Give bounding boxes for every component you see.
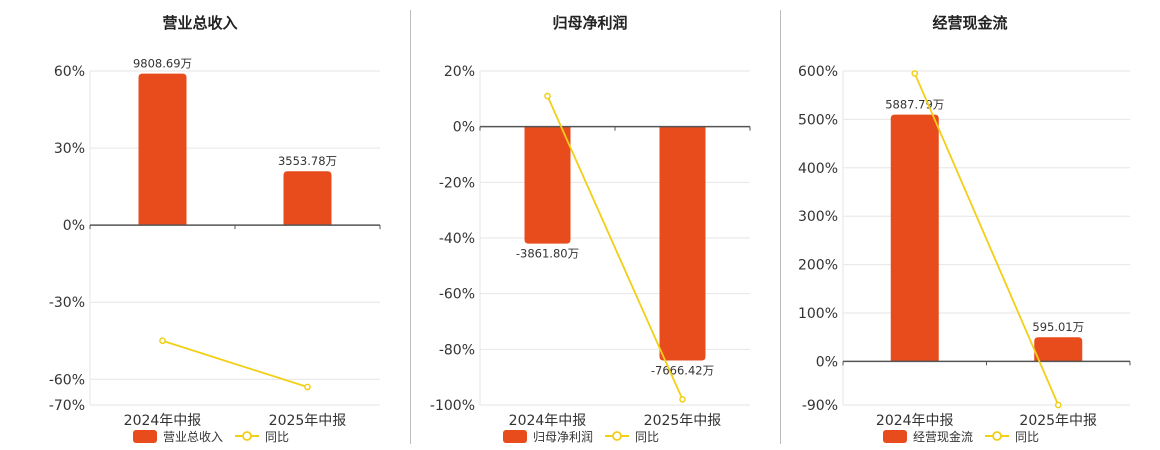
y-tick-label: 600%: [798, 64, 838, 80]
bar: [283, 171, 332, 226]
net-profit-chart-title: 归母净利润: [552, 14, 628, 32]
legend-bar-label: 营业总收入: [163, 430, 223, 444]
revenue-chart-panel: 营业总收入 60% 30% 0% -30% -60% -70% 9808.69万 3553.7…: [0, 0, 400, 450]
panel-divider: [780, 10, 781, 444]
y-tick-label: -60%: [49, 372, 85, 388]
legend-line-label: 同比: [265, 430, 289, 444]
bar: [890, 114, 939, 362]
y-tick-label: 0%: [63, 218, 85, 234]
bar-value-label: 5887.79万: [885, 98, 944, 112]
legend-line-label: 同比: [635, 430, 659, 444]
bar: [1034, 337, 1083, 362]
yoy-point: [544, 92, 551, 100]
x-category-label: 2025年中报: [644, 413, 722, 429]
y-tick-label: -90%: [802, 398, 838, 414]
revenue-chart: 60% 30% 0% -30% -60% -70% 9808.69万 3553.78万 2024…: [49, 57, 381, 444]
yoy-point: [679, 396, 686, 403]
y-tick-label: 500%: [798, 112, 838, 128]
y-tick-label: 60%: [54, 64, 85, 80]
yoy-point: [304, 383, 311, 391]
x-category-label: 2024年中报: [509, 413, 587, 429]
y-tick-label: 30%: [54, 141, 85, 157]
yoy-line: [546, 95, 684, 400]
legend-line-label: 同比: [1015, 430, 1039, 444]
bar-value-label: 3553.78万: [278, 154, 337, 168]
y-tick-label: -30%: [49, 295, 85, 311]
panel-divider: [410, 10, 411, 444]
legend-line-marker: [612, 431, 622, 441]
legend-bar-swatch: [883, 430, 907, 443]
bar: [659, 126, 706, 361]
legend-bar-swatch: [503, 430, 527, 443]
net-profit-chart-panel: 归母净利润 20% 0% -20% -40% -60% -80% -100% -3861.80…: [400, 0, 780, 450]
bar-value-label: 9808.69万: [133, 57, 192, 71]
x-category-label: 2024年中报: [876, 413, 954, 429]
legend-line-marker: [992, 431, 1002, 441]
y-tick-label: 300%: [798, 209, 838, 225]
legend-line-marker: [242, 431, 252, 441]
yoy-point: [911, 70, 919, 77]
legend-bar-label: 经营现金流: [913, 429, 973, 444]
y-tick-label: 200%: [798, 258, 838, 274]
operating-cashflow-chart-panel: 经营现金流 600% 500% 400% 300% 200% 100% 0% -90% 5887…: [780, 0, 1160, 450]
y-tick-label: 20%: [444, 64, 475, 80]
y-tick-label: -80%: [439, 342, 475, 358]
x-category-label: 2025年中报: [269, 413, 347, 429]
yoy-point: [159, 337, 166, 345]
y-tick-label: 0%: [816, 354, 838, 370]
y-tick-label: 400%: [798, 161, 838, 177]
legend-bar-swatch: [133, 430, 157, 443]
bar: [138, 73, 187, 226]
y-tick-label: -20%: [439, 175, 475, 191]
yoy-point: [1054, 401, 1062, 409]
bar: [524, 126, 571, 244]
bar-value-label: -3861.80万: [516, 247, 579, 261]
legend-bar-label: 归母净利润: [533, 430, 593, 444]
y-tick-label: -60%: [439, 287, 475, 303]
revenue-chart-title: 营业总收入: [162, 14, 238, 32]
yoy-line: [162, 339, 308, 388]
x-category-label: 2025年中报: [1019, 413, 1097, 429]
net-profit-chart: 20% 0% -20% -40% -60% -80% -100% -3861.80万 -7666…: [430, 64, 751, 444]
y-tick-label: 0%: [453, 120, 475, 136]
x-category-label: 2024年中报: [124, 413, 202, 429]
cashflow-chart-title: 经营现金流: [932, 14, 1008, 32]
operating-cashflow-chart: 600% 500% 400% 300% 200% 100% 0% -90% 5887.79万 59…: [798, 64, 1131, 444]
bar-value-label: -7666.42万: [651, 363, 714, 377]
bar-value-label: 595.01万: [1032, 320, 1084, 334]
y-tick-label: 100%: [798, 306, 838, 322]
yoy-line: [913, 73, 1060, 406]
y-tick-label: -70%: [49, 398, 85, 414]
y-tick-label: -100%: [430, 398, 475, 414]
y-tick-label: -40%: [439, 231, 475, 247]
